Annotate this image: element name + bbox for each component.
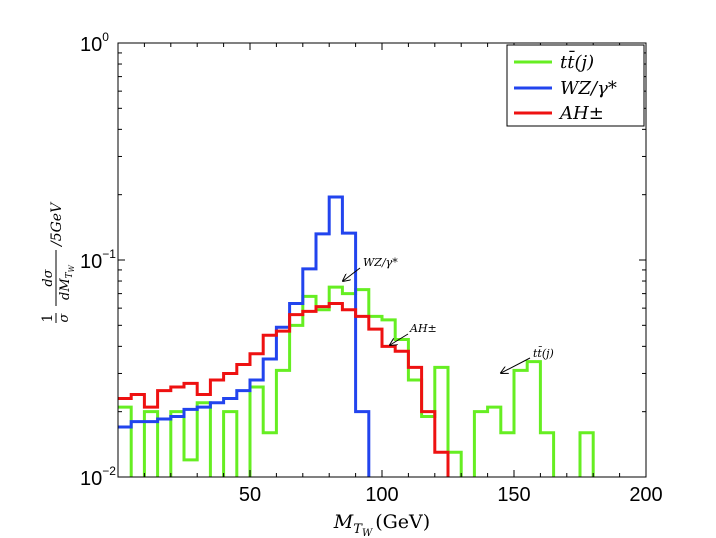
annotation-label-wz: WZ/γ* xyxy=(363,256,398,269)
y-axis-label-sigma: σ xyxy=(57,312,72,322)
series-line-2 xyxy=(118,302,450,477)
x-axis-label-main: M xyxy=(333,511,354,533)
legend: tt̄(j) WZ/γ* AH± xyxy=(506,44,645,127)
y-axis-label-dsigma: dσ xyxy=(41,268,56,286)
y-axis-label-one: 1 xyxy=(40,314,56,323)
annotation-arrow-ah xyxy=(390,333,409,345)
y-axis-label-bin: /5GeV xyxy=(49,201,65,248)
annotation-label-tt: tt̄(j) xyxy=(533,347,554,360)
x-tick-label-200: 200 xyxy=(629,484,662,506)
x-tick-label-100: 100 xyxy=(365,484,398,506)
y-tick-label-0: 10−2 xyxy=(80,464,116,490)
legend-label-wz: WZ/γ* xyxy=(560,78,617,99)
x-axis-label-sub: T xyxy=(353,522,363,537)
y-tick-label-2: 100 xyxy=(80,30,109,56)
annotation-arrow-tt xyxy=(501,357,531,373)
x-axis-label-units: (GeV) xyxy=(375,511,430,533)
y-axis-label-dm: dMTW xyxy=(58,264,76,300)
x-tick-label-150: 150 xyxy=(497,484,530,506)
x-axis-label: MTW(GeV) xyxy=(333,511,430,538)
series-line-0 xyxy=(118,285,595,477)
annotation-arrow-wz xyxy=(343,267,361,281)
x-axis-label-subsub: W xyxy=(362,528,373,538)
y-axis-label: 1 σ dσ dMTW /5GeV xyxy=(40,201,76,323)
series-line-1 xyxy=(118,195,371,477)
y-tick-label-1: 10−1 xyxy=(80,247,116,273)
series-layer xyxy=(118,195,595,477)
annotation-label-ah: AH± xyxy=(409,322,437,335)
tick-labels-layer: 50 100 150 200 10−2 10−1 100 xyxy=(80,30,663,506)
legend-label-tt: tt̄(j) xyxy=(560,49,594,73)
x-tick-label-50: 50 xyxy=(239,484,261,506)
legend-label-ah: AH± xyxy=(558,103,604,124)
annotations: WZ/γ* AH± tt̄(j) xyxy=(343,256,554,373)
